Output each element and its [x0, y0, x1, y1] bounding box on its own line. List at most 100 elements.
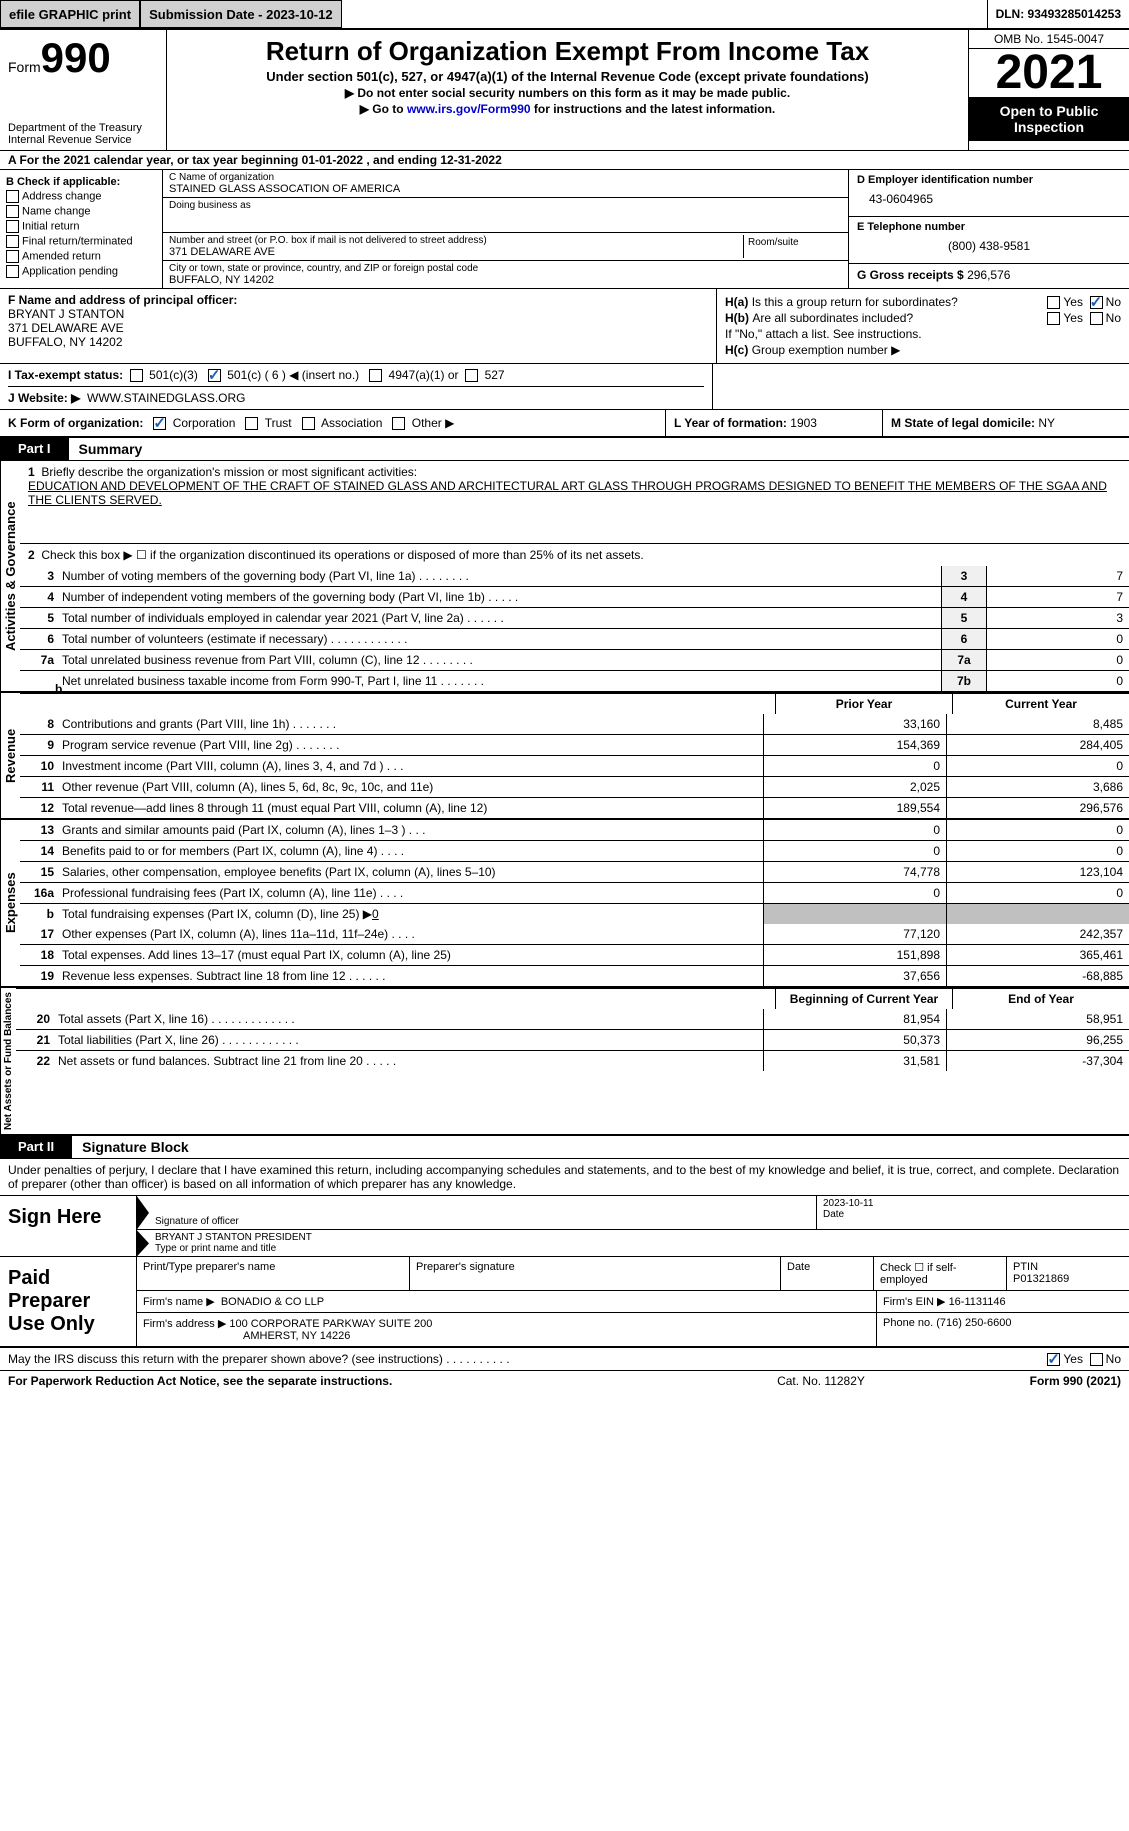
trust-checkbox[interactable]: [245, 417, 258, 430]
firm-phone: (716) 250-6600: [936, 1317, 1011, 1329]
room-suite: Room/suite: [744, 235, 842, 258]
officer-name: BRYANT J STANTON: [8, 307, 708, 321]
501c3-checkbox[interactable]: [130, 369, 143, 382]
revenue-section: Revenue b Prior Year Current Year 8Contr…: [0, 693, 1129, 820]
table-row: 6Total number of volunteers (estimate if…: [20, 628, 1129, 649]
name-change-checkbox[interactable]: [6, 205, 19, 218]
officer-street: 371 DELAWARE AVE: [8, 321, 708, 335]
association-checkbox[interactable]: [302, 417, 315, 430]
signature-date: 2023-10-11: [823, 1198, 1123, 1209]
table-row: 4Number of independent voting members of…: [20, 586, 1129, 607]
state-domicile: NY: [1038, 416, 1055, 430]
current-year-header: Current Year: [952, 694, 1129, 714]
net-assets-section: Net Assets or Fund Balances Beginning of…: [0, 988, 1129, 1136]
table-row: 15Salaries, other compensation, employee…: [20, 861, 1129, 882]
website: WWW.STAINEDGLASS.ORG: [87, 391, 245, 405]
501c-checkbox[interactable]: [208, 369, 221, 382]
expenses-section: Expenses 13Grants and similar amounts pa…: [0, 820, 1129, 988]
ha-yes-checkbox[interactable]: [1047, 296, 1060, 309]
activities-governance-section: Activities & Governance 1 Briefly descri…: [0, 461, 1129, 693]
table-row: 17Other expenses (Part IX, column (A), l…: [20, 924, 1129, 944]
signature-declaration: Under penalties of perjury, I declare th…: [0, 1159, 1129, 1196]
fundraising-expenses: 0: [372, 907, 379, 921]
arrow-icon: [137, 1196, 149, 1229]
firm-address-1: 100 CORPORATE PARKWAY SUITE 200: [229, 1318, 432, 1330]
submission-date-button[interactable]: Submission Date - 2023-10-12: [140, 0, 342, 28]
catalog-number: Cat. No. 11282Y: [721, 1374, 921, 1388]
discuss-no-checkbox[interactable]: [1090, 1353, 1103, 1366]
tax-year: 2021: [969, 49, 1129, 97]
address-change-checkbox[interactable]: [6, 190, 19, 203]
form-subtitle: Under section 501(c), 527, or 4947(a)(1)…: [175, 69, 960, 84]
table-row: 9Program service revenue (Part VIII, lin…: [20, 734, 1129, 755]
final-return-checkbox[interactable]: [6, 235, 19, 248]
form-title: Return of Organization Exempt From Incom…: [175, 36, 960, 67]
beginning-year-header: Beginning of Current Year: [775, 989, 952, 1009]
table-row: 5Total number of individuals employed in…: [20, 607, 1129, 628]
prior-year-header: Prior Year: [775, 694, 952, 714]
row-i-j: I Tax-exempt status: 501(c)(3) 501(c) ( …: [0, 364, 1129, 410]
footer: For Paperwork Reduction Act Notice, see …: [0, 1371, 1129, 1391]
discuss-yes-checkbox[interactable]: [1047, 1353, 1060, 1366]
ssn-warning: ▶ Do not enter social security numbers o…: [175, 86, 960, 100]
other-checkbox[interactable]: [392, 417, 405, 430]
irs-link[interactable]: www.irs.gov/Form990: [407, 102, 531, 116]
ha-no-checkbox[interactable]: [1090, 296, 1103, 309]
ein: 43-0604965: [857, 186, 1121, 212]
officer-city: BUFFALO, NY 14202: [8, 335, 708, 349]
calendar-year-row: A For the 2021 calendar year, or tax yea…: [0, 151, 1129, 170]
table-row: 16aProfessional fundraising fees (Part I…: [20, 882, 1129, 903]
dln-label: DLN: 93493285014253: [987, 0, 1129, 28]
sign-here-row: Sign Here Signature of officer 2023-10-1…: [0, 1196, 1129, 1257]
section-h: H(a) Is this a group return for subordin…: [717, 289, 1129, 363]
irs-discuss-question: May the IRS discuss this return with the…: [0, 1348, 1129, 1371]
org-info-block: B Check if applicable: Address change Na…: [0, 170, 1129, 289]
table-row: 18Total expenses. Add lines 13–17 (must …: [20, 944, 1129, 965]
section-d: D Employer identification number 43-0604…: [848, 170, 1129, 288]
table-row: 19Revenue less expenses. Subtract line 1…: [20, 965, 1129, 986]
table-row: 21Total liabilities (Part X, line 26) . …: [16, 1029, 1129, 1050]
table-row: 10Investment income (Part VIII, column (…: [20, 755, 1129, 776]
part-2-header: Part II Signature Block: [0, 1136, 1129, 1159]
section-f: F Name and address of principal officer:…: [0, 289, 717, 363]
officer-name-title: BRYANT J STANTON PRESIDENT: [155, 1232, 1123, 1243]
corporation-checkbox[interactable]: [153, 417, 166, 430]
table-row: 20Total assets (Part X, line 16) . . . .…: [16, 1009, 1129, 1029]
mission-text: EDUCATION AND DEVELOPMENT OF THE CRAFT O…: [28, 479, 1121, 507]
part-1-header: Part I Summary: [0, 438, 1129, 461]
amended-return-checkbox[interactable]: [6, 250, 19, 263]
dept-treasury: Department of the Treasury: [8, 122, 158, 134]
application-pending-checkbox[interactable]: [6, 265, 19, 278]
4947-checkbox[interactable]: [369, 369, 382, 382]
hb-yes-checkbox[interactable]: [1047, 312, 1060, 325]
end-year-header: End of Year: [952, 989, 1129, 1009]
form-header: Form990 Department of the Treasury Inter…: [0, 30, 1129, 151]
table-row: 13Grants and similar amounts paid (Part …: [20, 820, 1129, 840]
ptin: P01321869: [1013, 1273, 1123, 1285]
form-version: Form 990 (2021): [921, 1374, 1121, 1388]
firm-name: BONADIO & CO LLP: [221, 1296, 324, 1308]
section-b: B Check if applicable: Address change Na…: [0, 170, 163, 288]
top-bar: efile GRAPHIC print Submission Date - 20…: [0, 0, 1129, 30]
table-row: 3Number of voting members of the governi…: [20, 566, 1129, 586]
hb-no-checkbox[interactable]: [1090, 312, 1103, 325]
irs-label: Internal Revenue Service: [8, 134, 158, 146]
initial-return-checkbox[interactable]: [6, 220, 19, 233]
efile-print-button[interactable]: efile GRAPHIC print: [0, 0, 140, 28]
open-to-public: Open to Public Inspection: [969, 97, 1129, 141]
section-c: C Name of organization STAINED GLASS ASS…: [163, 170, 848, 288]
row-klm: K Form of organization: Corporation Trus…: [0, 410, 1129, 438]
firm-address-2: AMHERST, NY 14226: [143, 1330, 870, 1342]
org-name: STAINED GLASS ASSOCATION OF AMERICA: [169, 183, 842, 195]
street-address: 371 DELAWARE AVE: [169, 246, 743, 258]
city-state-zip: BUFFALO, NY 14202: [169, 274, 842, 286]
table-row: 8Contributions and grants (Part VIII, li…: [20, 714, 1129, 734]
table-row: 22Net assets or fund balances. Subtract …: [16, 1050, 1129, 1071]
officer-group-block: F Name and address of principal officer:…: [0, 289, 1129, 364]
year-formation: 1903: [790, 416, 817, 430]
527-checkbox[interactable]: [465, 369, 478, 382]
table-row: 12Total revenue—add lines 8 through 11 (…: [20, 797, 1129, 818]
table-row: 14Benefits paid to or for members (Part …: [20, 840, 1129, 861]
gross-receipts: 296,576: [967, 268, 1010, 282]
telephone: (800) 438-9581: [857, 233, 1121, 259]
